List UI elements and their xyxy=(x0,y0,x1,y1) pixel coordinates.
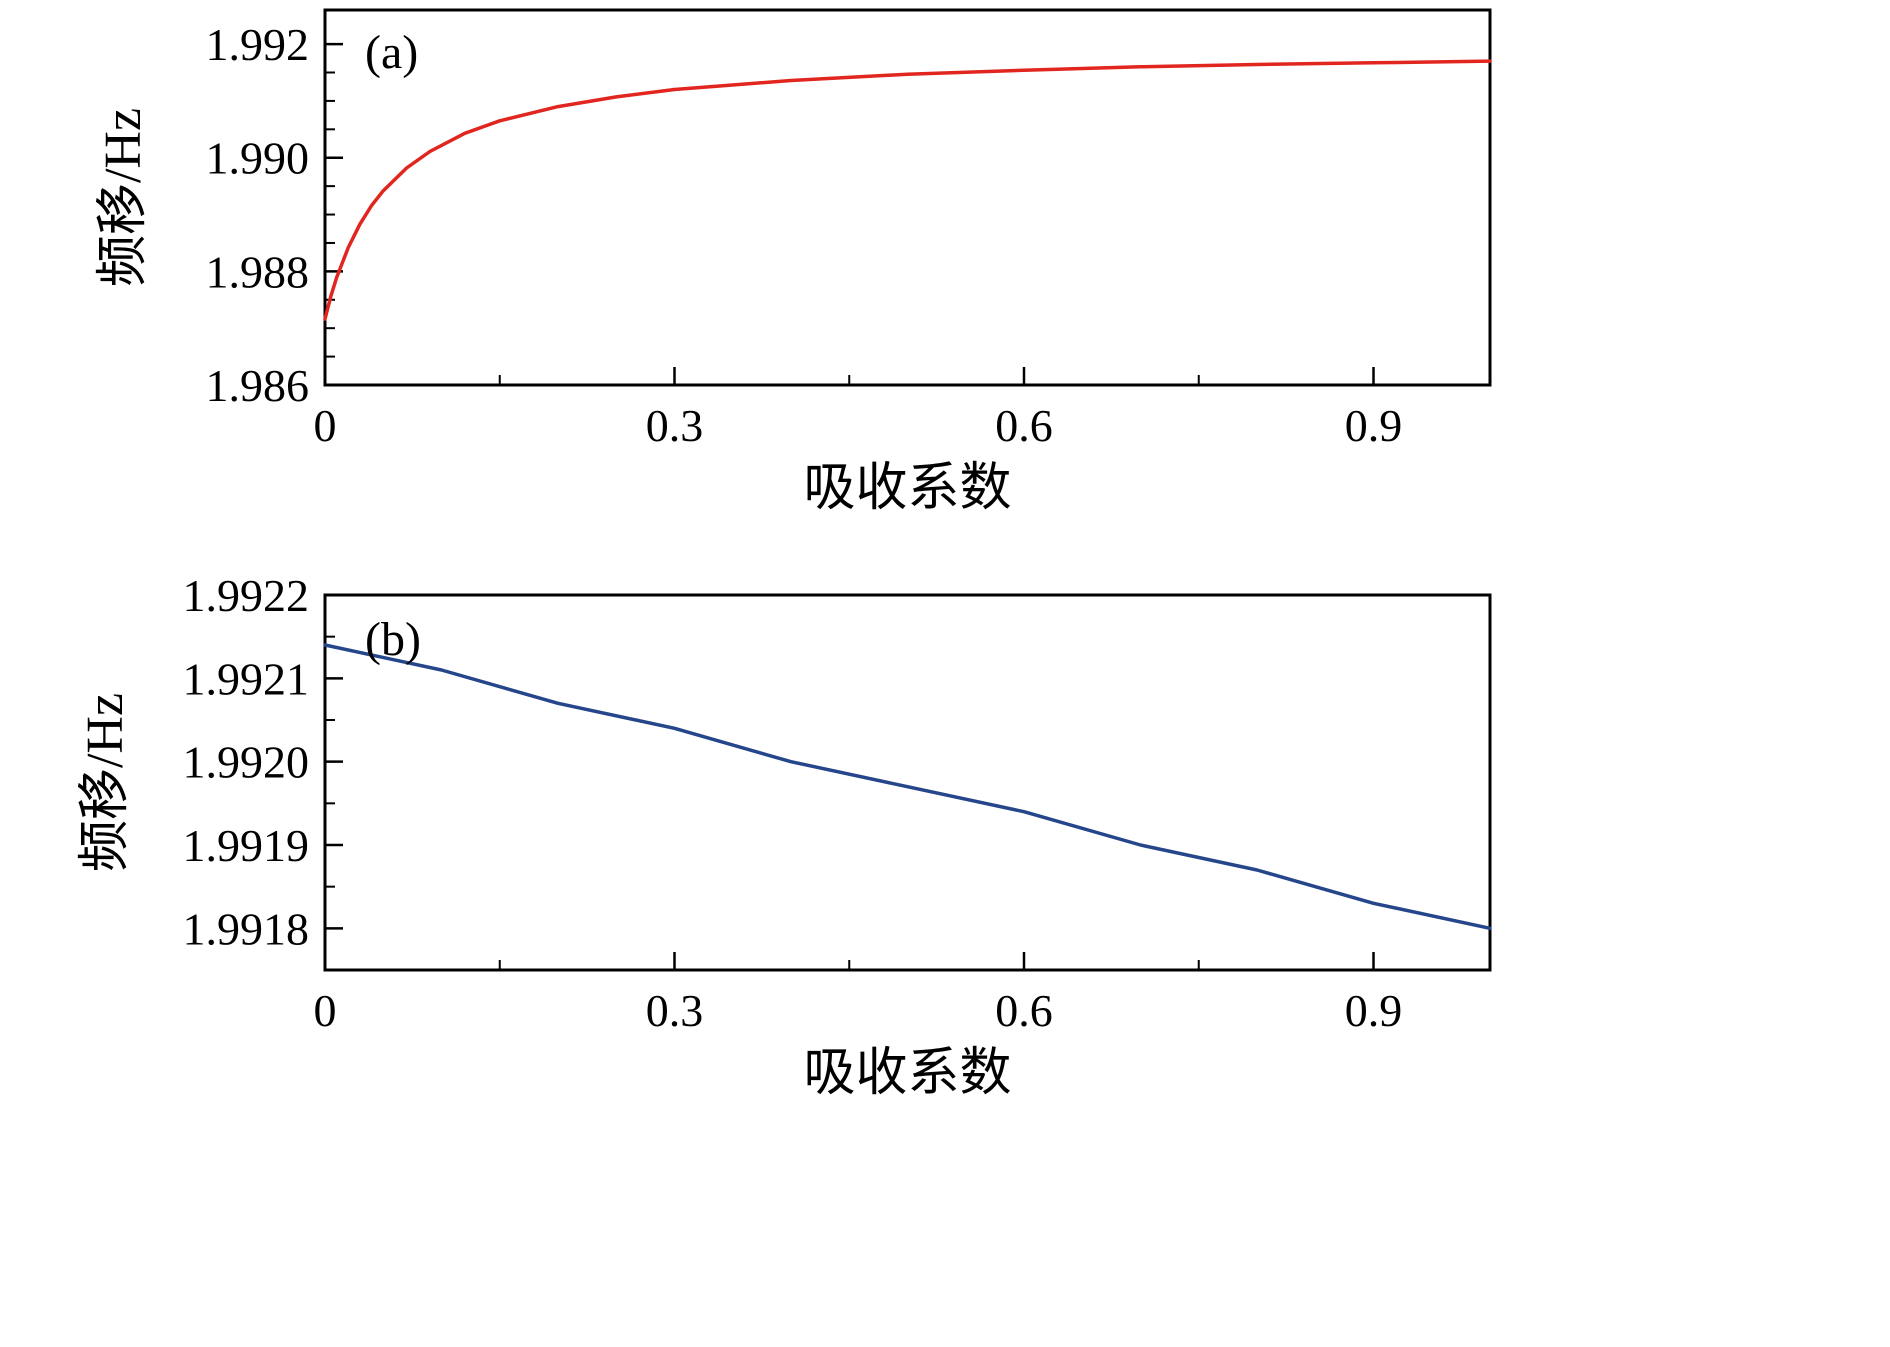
chart-panel-a: 0 0.3 0.6 0.9 1.986 1.988 1.990 1.992 (a) 吸收系数 频移/… xyxy=(95,8,1492,517)
x-axis-label: 吸收系数 xyxy=(803,460,1011,517)
y-tick-label: 1.9919 xyxy=(183,820,310,871)
plot-frame xyxy=(323,8,1492,387)
y-tick-label: 1.986 xyxy=(206,360,310,411)
x-axis-label: 吸收系数 xyxy=(803,1045,1011,1102)
y-axis-label: 频移/Hz xyxy=(77,693,134,872)
y-tick-label: 1.990 xyxy=(206,133,310,184)
x-tick-label: 0.9 xyxy=(1345,985,1403,1036)
y-axis-label: 频移/Hz xyxy=(95,108,152,287)
y-tick-label: 1.992 xyxy=(206,19,310,70)
x-tick-label: 0 xyxy=(314,985,337,1036)
data-line xyxy=(323,643,1492,931)
x-tick-label: 0.9 xyxy=(1345,400,1403,451)
y-tick-label: 1.9921 xyxy=(183,653,310,704)
panel-letter: (b) xyxy=(365,613,421,666)
x-tick-label: 0 xyxy=(314,400,337,451)
y-tick-label: 1.988 xyxy=(206,246,310,297)
y-tick-label: 1.9918 xyxy=(183,903,310,954)
x-tick-label: 0.6 xyxy=(995,985,1053,1036)
chart-panel-b: 0 0.3 0.6 0.9 1.9918 1.9919 1.9920 1.9921 1.9922… xyxy=(77,570,1492,1102)
y-tick-label: 1.9920 xyxy=(183,737,310,788)
x-tick-label: 0.3 xyxy=(646,400,704,451)
data-line xyxy=(323,59,1492,321)
x-tick-label: 0.3 xyxy=(646,985,704,1036)
plot-frame xyxy=(323,593,1492,972)
x-tick-label: 0.6 xyxy=(995,400,1053,451)
panel-letter: (a) xyxy=(365,26,418,79)
y-tick-label: 1.9922 xyxy=(183,570,310,621)
